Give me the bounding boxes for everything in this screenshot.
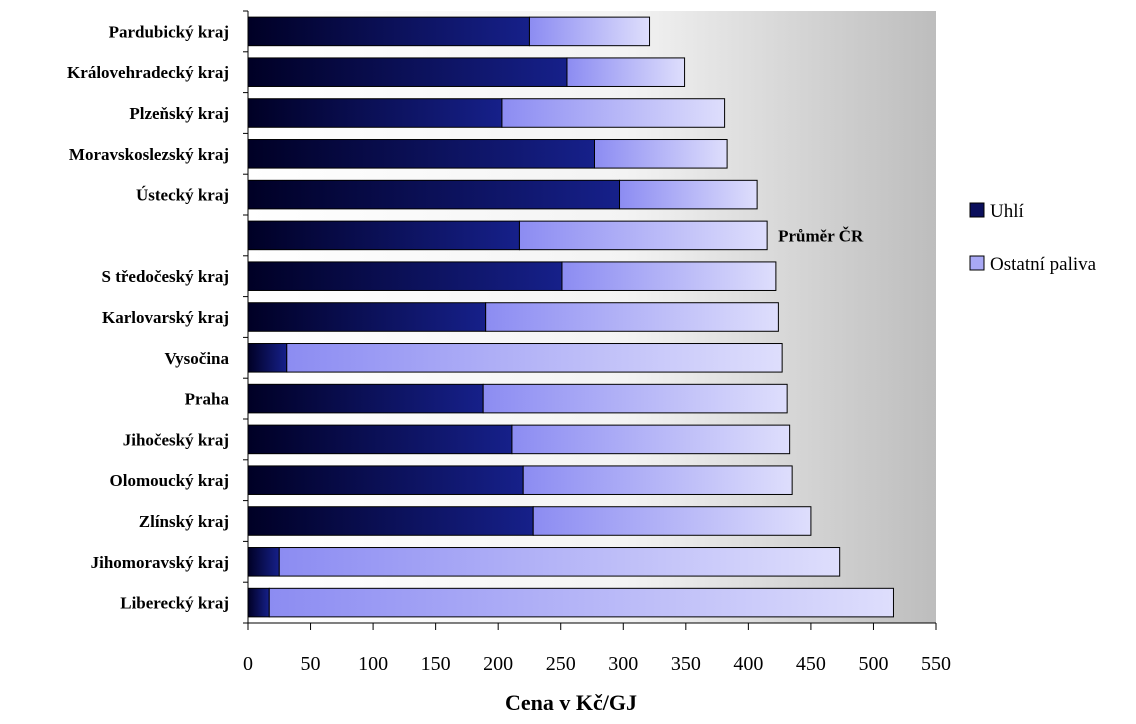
bar-uhli-3 <box>247 139 596 169</box>
x-tick-label-3: 150 <box>421 653 451 675</box>
x-tick-label-10: 500 <box>858 653 888 675</box>
bar-ostatni-paliva-11 <box>522 465 793 495</box>
x-tick-label-9: 450 <box>796 653 826 675</box>
bar-ostatni-paliva-4 <box>619 179 758 210</box>
bar-uhli-13 <box>247 547 280 577</box>
bar-uhli-10 <box>247 424 513 455</box>
category-label-3: Moravskoslezský kraj <box>69 145 229 164</box>
x-tick-label-6: 300 <box>608 653 638 675</box>
x-tick-label-2: 100 <box>358 653 388 675</box>
bar-uhli-8 <box>247 343 288 373</box>
bar-uhli-4 <box>247 179 621 210</box>
x-tick-label-8: 400 <box>733 653 763 675</box>
category-label-2: Plzeňský kraj <box>129 104 229 123</box>
bar-uhli-7 <box>247 302 487 332</box>
bar-ostatni-paliva-9 <box>482 383 788 414</box>
x-tick-label-11: 550 <box>921 653 951 675</box>
category-label-10: Jihočeský kraj <box>123 430 229 449</box>
x-tick-label-7: 350 <box>671 653 701 675</box>
annotation-label-0: Průměr ČR <box>778 226 864 245</box>
bar-uhli-12 <box>247 506 534 536</box>
x-tick-label-1: 50 <box>301 653 321 675</box>
category-label-1: Královehradecký kraj <box>67 63 229 82</box>
x-axis-title: Cena v Kč/GJ <box>505 690 637 715</box>
bar-uhli-5 <box>247 220 520 251</box>
bar-uhli-14 <box>247 587 270 618</box>
bar-uhli-6 <box>247 261 563 291</box>
category-label-11: Olomoucký kraj <box>110 471 229 490</box>
category-label-0: Pardubický kraj <box>109 22 229 41</box>
bar-ostatni-paliva-13 <box>278 547 841 577</box>
bar-ostatni-paliva-12 <box>532 506 812 536</box>
x-tick-label-4: 200 <box>483 653 513 675</box>
category-label-7: Karlovarský kraj <box>102 308 229 327</box>
bar-ostatni-paliva-8 <box>286 343 783 373</box>
category-label-8: Vysočina <box>164 349 229 368</box>
category-label-14: Liberecký kraj <box>120 594 229 613</box>
bar-ostatni-paliva-0 <box>528 16 651 47</box>
bar-ostatni-paliva-10 <box>511 424 791 455</box>
category-label-6: S tředočeský kraj <box>102 267 229 286</box>
legend: Uhlí Ostatní paliva <box>969 201 1097 275</box>
category-label-13: Jihomoravský kraj <box>91 553 229 572</box>
legend-label-ostatni-paliva: Ostatní paliva <box>990 254 1097 275</box>
bar-ostatni-paliva-3 <box>594 139 728 169</box>
x-tick-label-5: 250 <box>546 653 576 675</box>
bar-ostatni-paliva-7 <box>485 302 779 332</box>
legend-swatch-ostatni-paliva <box>969 255 985 271</box>
bar-ostatni-paliva-1 <box>566 57 686 87</box>
bar-uhli-1 <box>247 57 568 87</box>
category-label-9: Praha <box>185 390 230 409</box>
bar-ostatni-paliva-5 <box>518 220 768 251</box>
bar-ostatni-paliva-6 <box>561 261 777 291</box>
legend-swatch-uhli <box>969 202 985 218</box>
bar-uhli-11 <box>247 465 524 495</box>
category-label-4: Ústecký kraj <box>136 186 229 205</box>
bar-uhli-9 <box>247 383 484 414</box>
category-label-12: Zlínský kraj <box>139 512 229 531</box>
legend-label-uhli: Uhlí <box>990 201 1025 222</box>
bar-ostatni-paliva-14 <box>268 587 894 618</box>
bar-uhli-0 <box>247 16 530 47</box>
x-tick-label-0: 0 <box>243 653 253 675</box>
bar-uhli-2 <box>247 98 503 128</box>
bar-ostatni-paliva-2 <box>501 98 726 128</box>
